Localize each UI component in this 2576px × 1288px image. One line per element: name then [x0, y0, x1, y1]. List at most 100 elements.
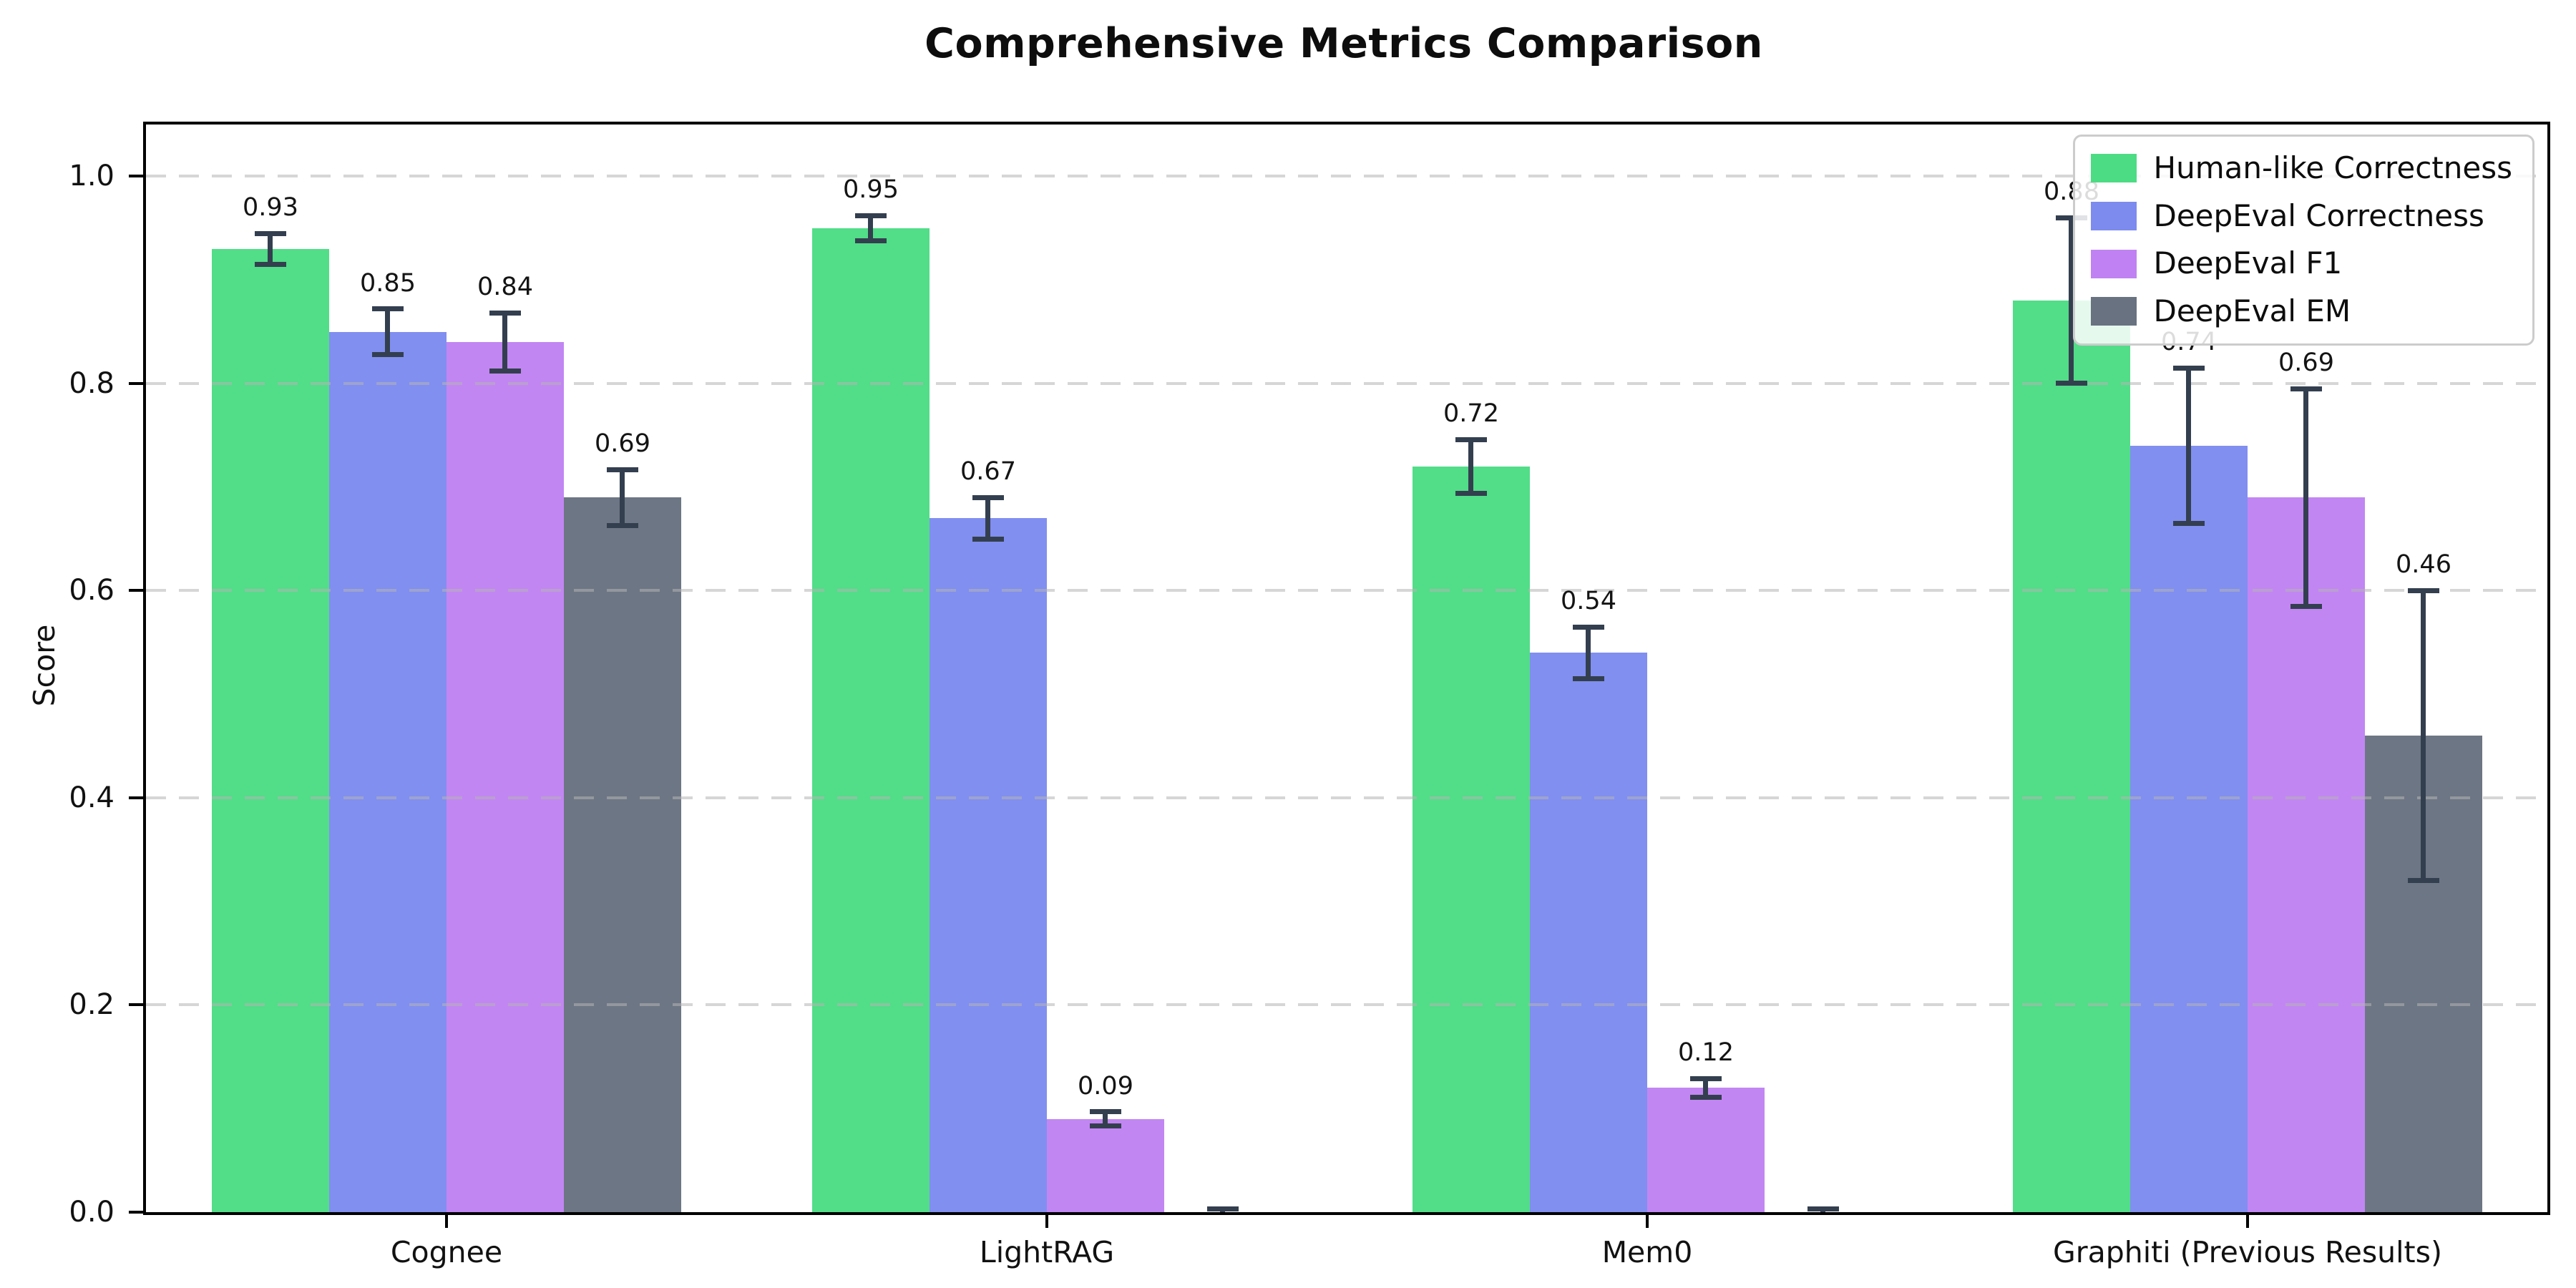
bar	[564, 497, 681, 1212]
error-bar	[985, 497, 990, 540]
legend-item: DeepEval EM	[2090, 291, 2513, 332]
chart-title: Comprehensive Metrics Comparison	[924, 20, 1763, 67]
y-tick-label: 0.2	[69, 988, 114, 1022]
error-bar-cap-bottom	[855, 238, 887, 243]
bar-value-label: 0.85	[360, 268, 416, 298]
legend-swatch	[2090, 297, 2137, 326]
error-bar-cap-top	[855, 213, 887, 218]
legend-label: DeepEval Correctness	[2153, 197, 2484, 233]
error-bar	[1468, 439, 1473, 494]
error-bar-cap-bottom	[1455, 490, 1487, 496]
error-bar-cap-top	[1573, 624, 1604, 630]
legend: Human-like Correctness DeepEval Correctne…	[2072, 135, 2534, 346]
legend-item: DeepEval F1	[2090, 243, 2513, 284]
error-bar-cap-bottom	[372, 351, 404, 357]
legend-swatch	[2090, 154, 2137, 183]
bar-value-label: 0.95	[843, 175, 899, 205]
error-bar-cap-top	[1455, 436, 1487, 442]
bar-value-label: 0.09	[1078, 1071, 1133, 1101]
grid-line	[146, 175, 2547, 178]
bar-value-label: 0.69	[595, 429, 650, 459]
bar	[1413, 466, 1530, 1212]
error-bar	[868, 215, 873, 241]
error-bar	[620, 469, 625, 526]
x-tick-label: Cognee	[390, 1235, 503, 1269]
y-tick	[129, 381, 143, 385]
error-bar-cap-bottom	[2290, 603, 2322, 609]
grid-line	[146, 381, 2547, 385]
x-tick	[445, 1215, 448, 1228]
error-bar	[1103, 1111, 1108, 1126]
bar-value-label: 0.12	[1678, 1038, 1734, 1068]
error-bar-cap-top	[1807, 1206, 1839, 1212]
error-bar	[2421, 590, 2426, 881]
x-tick-label: Mem0	[1601, 1235, 1693, 1269]
bar	[1047, 1118, 1164, 1212]
error-bar-cap-bottom	[1207, 1213, 1239, 1215]
legend-label: Human-like Correctness	[2153, 150, 2513, 185]
bar-value-label: 0.46	[2396, 550, 2451, 580]
error-bar-cap-top	[1207, 1206, 1239, 1212]
y-tick-label: 0.4	[69, 781, 114, 814]
grid-line	[146, 1003, 2547, 1007]
error-bar-cap-top	[2290, 386, 2322, 391]
bar	[1530, 653, 1647, 1212]
bar-value-label: 0.54	[1561, 587, 1616, 616]
legend-item: DeepEval Correctness	[2090, 196, 2513, 237]
error-bar	[502, 313, 507, 371]
error-bar-cap-bottom	[489, 369, 521, 374]
x-tick	[1646, 1215, 1649, 1228]
error-bar	[1703, 1078, 1708, 1098]
error-bar-cap-top	[489, 310, 521, 316]
x-tick-label: Graphiti (Previous Results)	[2053, 1235, 2442, 1269]
y-tick-label: 0.0	[69, 1196, 114, 1229]
bar	[1647, 1088, 1765, 1212]
bar	[2013, 301, 2130, 1212]
y-tick-label: 1.0	[69, 160, 114, 193]
bar-value-label: 0.69	[2278, 348, 2334, 378]
bar	[447, 342, 564, 1212]
bar-value-label: 0.72	[1443, 399, 1499, 429]
error-bar	[385, 308, 390, 355]
x-tick-label: LightRAG	[979, 1235, 1115, 1269]
y-tick	[129, 1211, 143, 1214]
legend-swatch	[2090, 202, 2137, 231]
error-bar-cap-bottom	[2408, 878, 2439, 884]
bar-value-label: 0.93	[243, 193, 298, 222]
bar-value-label: 0.67	[960, 457, 1016, 487]
y-tick-label: 0.6	[69, 574, 114, 608]
error-bar-cap-top	[1690, 1075, 1722, 1081]
x-tick	[2246, 1215, 2249, 1228]
y-tick-label: 0.8	[69, 366, 114, 400]
bar	[212, 248, 329, 1212]
error-bar-cap-top	[1090, 1109, 1121, 1115]
bar-value-label: 0.84	[477, 273, 533, 302]
error-bar-cap-bottom	[2056, 381, 2087, 386]
y-tick	[129, 589, 143, 592]
error-bar-cap-bottom	[607, 522, 638, 528]
x-tick	[1045, 1215, 1048, 1228]
bar	[2248, 497, 2365, 1212]
error-bar-cap-top	[2173, 365, 2205, 371]
grid-line	[146, 589, 2547, 592]
bar	[329, 331, 447, 1212]
error-bar	[1586, 627, 1591, 679]
grid-line	[146, 796, 2547, 799]
error-bar-cap-bottom	[255, 261, 286, 267]
error-bar-cap-bottom	[972, 536, 1004, 542]
legend-swatch	[2090, 249, 2137, 278]
error-bar-cap-top	[372, 306, 404, 312]
legend-label: DeepEval F1	[2153, 245, 2343, 281]
y-tick	[129, 796, 143, 799]
error-bar-cap-bottom	[1807, 1213, 1839, 1215]
bar	[812, 228, 930, 1212]
error-bar-cap-bottom	[1090, 1123, 1121, 1129]
bar	[930, 518, 1047, 1212]
error-bar-cap-top	[255, 230, 286, 236]
y-axis-label: Score	[27, 624, 62, 707]
y-tick	[129, 1003, 143, 1007]
legend-item: Human-like Correctness	[2090, 148, 2513, 189]
y-tick	[129, 175, 143, 178]
error-bar-cap-top	[972, 494, 1004, 500]
